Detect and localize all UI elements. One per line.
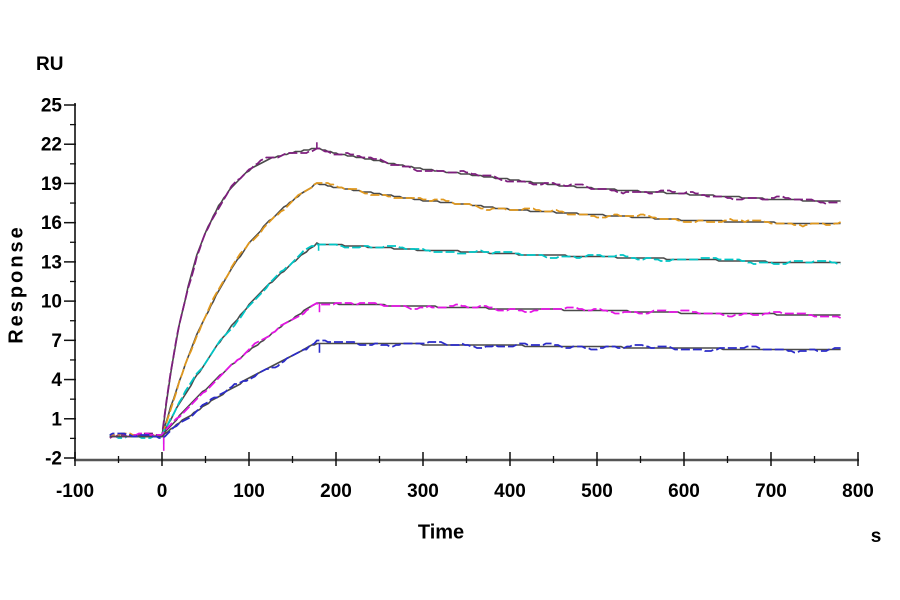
y-tick-label: 25: [41, 96, 63, 117]
fit-line-blue-lowest: [109, 342, 841, 438]
x-tick-label: 600: [668, 481, 700, 502]
data-trace-orange: [109, 182, 842, 438]
y-tick-label: 1: [51, 409, 62, 430]
fit-line-orange: [109, 182, 841, 438]
x-tick-label: 800: [842, 481, 874, 502]
x-tick-label: 200: [320, 481, 352, 502]
data-trace-magenta: [109, 301, 842, 438]
fit-line-cyan: [109, 241, 841, 438]
x-tick-label: 500: [581, 481, 613, 502]
y-tick-label: 10: [41, 292, 62, 313]
y-tick-label: 7: [51, 331, 62, 352]
fit-line-magenta: [109, 302, 841, 438]
x-tick-label: -100: [56, 481, 94, 502]
x-tick-label: 700: [755, 481, 787, 502]
x-tick-label: 100: [233, 481, 265, 502]
y-tick-label: 13: [41, 252, 62, 273]
x-axis-unit-label: s: [870, 526, 882, 547]
x-tick-label: 300: [407, 481, 439, 502]
y-axis-unit-label: RU: [36, 54, 64, 75]
data-trace-blue-lowest: [109, 339, 841, 439]
y-tick-label: 19: [41, 174, 62, 195]
y-tick-label: 16: [41, 213, 62, 234]
x-tick-label: 0: [157, 481, 168, 502]
y-tick-label: 4: [51, 370, 62, 391]
fit-line-purple-highest: [109, 147, 841, 438]
data-trace-cyan: [109, 243, 841, 439]
y-tick-label: -2: [45, 449, 62, 470]
y-tick-label: 22: [41, 135, 62, 156]
x-tick-label: 400: [494, 481, 526, 502]
data-trace-purple-highest: [109, 147, 841, 439]
x-axis-title: Time: [417, 521, 465, 544]
y-axis-title: Response: [5, 224, 28, 344]
